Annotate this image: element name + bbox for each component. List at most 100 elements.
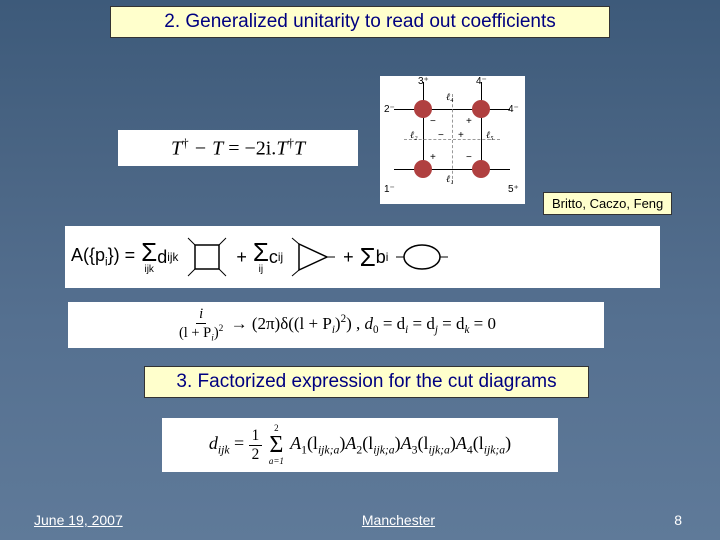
eq3-dval: = 0 <box>469 314 496 333</box>
sum2-cij: ij <box>278 251 283 264</box>
amplitude-row: A({pi}) = Σ ijk dijk + Σ ij cij + Σ bi <box>65 226 660 288</box>
sum3-b: b <box>376 247 386 268</box>
eq4-A1a: (l <box>307 433 318 453</box>
eq3-d0: d <box>365 314 374 333</box>
sum1-d: d <box>157 247 167 268</box>
lbl-e1: ℓ₁ <box>446 174 454 185</box>
eq4-A4: A <box>456 433 467 453</box>
slide-footer: June 19, 2007 Manchester 8 <box>0 512 720 528</box>
sum2-sub: ij <box>259 265 263 275</box>
lbl-1: 1⁻ <box>384 184 395 195</box>
ext-leg-2 <box>394 109 416 110</box>
lbl-e5: ℓ₅ <box>486 130 494 141</box>
eq3-deq3: = d <box>438 314 465 333</box>
eq4-half-num: 1 <box>249 427 263 446</box>
lbl-4: 4⁻ <box>476 76 487 87</box>
unitarity-equation: T† − T = −2i.T†T <box>118 130 358 166</box>
lbl-3: 3⁺ <box>418 76 429 87</box>
lbl-pm3: + <box>458 130 464 141</box>
footer-date: June 19, 2007 <box>34 512 123 528</box>
ext-leg-5 <box>488 169 510 170</box>
eq4-A2: A <box>345 433 356 453</box>
eq4-A1s: ijk;a <box>318 444 339 457</box>
sum2: Σ ij <box>253 239 269 275</box>
vertex-blob-br <box>472 160 490 178</box>
eq1-coef: −2i. <box>244 138 276 160</box>
sum-bub-term: Σ bi <box>360 242 389 273</box>
sum1-sub: ijk <box>144 265 153 275</box>
eq3-num: i <box>196 306 206 324</box>
eq4-sum: 2 Σ a=1 <box>269 424 284 466</box>
eq4-dijk: ijk <box>218 444 230 457</box>
eq1-T4: T <box>294 138 305 160</box>
vertex-blob-tr <box>472 100 490 118</box>
eq1-eq: = <box>223 138 244 160</box>
citation-box: Britto, Caczo, Feng <box>543 192 672 215</box>
sum1: Σ ijk <box>141 239 157 275</box>
amp-A: A({p <box>71 245 105 265</box>
plus1: + <box>236 247 247 268</box>
box-integral-icon <box>184 234 230 280</box>
lbl-mm1: − <box>430 116 436 127</box>
eq4-A3s: ijk;a <box>428 444 449 457</box>
eq4-eq: = <box>234 433 249 453</box>
eq4-A4a: (l <box>473 433 484 453</box>
lbl-mm2: − <box>466 152 472 163</box>
eq4-d: d <box>209 433 218 453</box>
quadruple-cut-diagram: 3⁺ 4⁻ 2⁻ 4⁻ 1⁻ 5⁺ ℓ₄ ℓ₂ ℓ₅ ℓ₁ − + + − + … <box>380 76 525 204</box>
triangle-integral-icon <box>289 234 337 280</box>
cutdiag-inner: 3⁺ 4⁻ 2⁻ 4⁻ 1⁻ 5⁺ ℓ₄ ℓ₂ ℓ₅ ℓ₁ − + + − + … <box>380 76 525 204</box>
eq4-half-den: 2 <box>249 446 263 464</box>
lbl-pm2: + <box>430 152 436 163</box>
sum1-sigma: Σ <box>141 239 157 265</box>
eq3-delta-a: (2π)δ((l + P <box>252 314 332 333</box>
ext-leg-4 <box>488 109 510 110</box>
eq1-content: T† − T = −2i.T†T <box>171 135 305 161</box>
section-title-2: 2. Generalized unitarity to read out coe… <box>110 6 610 38</box>
eq4-sum-bot: a=1 <box>269 457 284 466</box>
eq1-T2: T <box>212 138 223 160</box>
factorized-equation: dijk = 1 2 2 Σ a=1 A1(lijk;a)A2(lijk;a)A… <box>162 418 558 472</box>
sum-tri-term: Σ ij cij <box>253 239 283 275</box>
eq3-den: (l + Pi)2 <box>176 324 226 344</box>
cut-propagator-equation: i (l + Pi)2 → (2π)δ((l + Pi)2) , d0 = di… <box>68 302 604 348</box>
eq4-A1: A <box>290 433 301 453</box>
eq3-deq2: = d <box>408 314 435 333</box>
eq3-deq1: = d <box>379 314 406 333</box>
ext-leg-1 <box>394 169 416 170</box>
lbl-mm3: − <box>438 130 444 141</box>
lbl-e4: ℓ₄ <box>446 92 454 103</box>
eq4-A2s: ijk;a <box>373 444 394 457</box>
sum3-sigma: Σ <box>360 242 376 273</box>
eq1-minus: − <box>189 138 213 160</box>
eq4-A3: A <box>401 433 412 453</box>
eq1-T1: T <box>171 138 182 160</box>
lbl-5: 5⁺ <box>508 184 519 195</box>
eq3-frac: i (l + Pi)2 <box>176 306 226 344</box>
eq1-T3: T <box>276 138 287 160</box>
lbl-4b: 4⁻ <box>508 104 519 115</box>
eq4-half: 1 2 <box>249 427 263 464</box>
amp-lhs: A({pi}) = <box>71 245 135 269</box>
eq3-arrow: → <box>231 314 252 333</box>
sum1-dijk: ijk <box>167 251 178 264</box>
bubble-integral-icon <box>394 238 450 276</box>
sum3-bi: i <box>386 251 389 264</box>
section-title-3: 3. Factorized expression for the cut dia… <box>144 366 589 398</box>
eq4-sigma: Σ <box>269 433 283 457</box>
lbl-2: 2⁻ <box>384 104 395 115</box>
plus2: + <box>343 247 354 268</box>
eq4-A4c: ) <box>505 433 511 453</box>
amp-close: }) = <box>108 245 136 265</box>
eq3-content: i (l + Pi)2 → (2π)δ((l + Pi)2) , d0 = di… <box>176 306 496 344</box>
amplitude-decomposition: A({pi}) = Σ ijk dijk + Σ ij cij + Σ bi <box>65 226 660 288</box>
eq3-delta-c: ) , <box>346 314 364 333</box>
lbl-pm1: + <box>466 116 472 127</box>
sum-box-term: Σ ijk dijk <box>141 239 178 275</box>
eq4-A4s: ijk;a <box>484 444 505 457</box>
eq3-den-a: (l + P <box>179 325 211 341</box>
lbl-e2: ℓ₂ <box>410 130 418 141</box>
sum2-c: c <box>269 247 278 268</box>
sum2-sigma: Σ <box>253 239 269 265</box>
eq3-den-exp: 2 <box>219 324 224 334</box>
